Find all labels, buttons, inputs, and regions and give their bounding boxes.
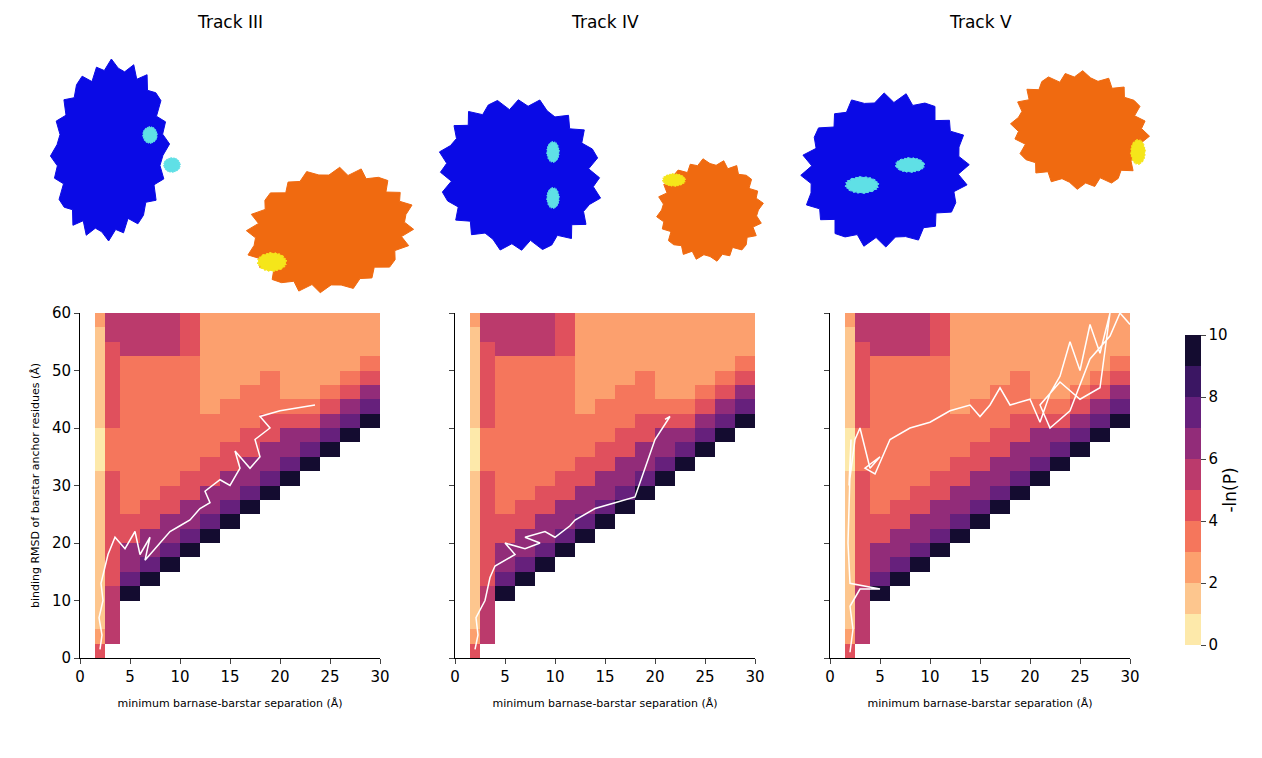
svg-text:5: 5 <box>125 668 135 686</box>
svg-text:50: 50 <box>52 362 71 380</box>
svg-text:10: 10 <box>545 668 564 686</box>
svg-text:4: 4 <box>1209 512 1219 530</box>
svg-text:5: 5 <box>875 668 885 686</box>
svg-text:10: 10 <box>1209 326 1228 344</box>
svg-text:20: 20 <box>270 668 289 686</box>
svg-text:0: 0 <box>825 668 835 686</box>
svg-text:30: 30 <box>370 668 389 686</box>
svg-text:5: 5 <box>500 668 510 686</box>
svg-text:Track III: Track III <box>197 12 263 32</box>
svg-text:60: 60 <box>52 304 71 322</box>
svg-text:10: 10 <box>52 592 71 610</box>
svg-text:15: 15 <box>220 668 239 686</box>
svg-text:2: 2 <box>1209 574 1219 592</box>
svg-text:25: 25 <box>1070 668 1089 686</box>
svg-text:binding RMSD of barstar anchor: binding RMSD of barstar anchor residues … <box>29 363 42 608</box>
svg-text:20: 20 <box>1020 668 1039 686</box>
svg-text:0: 0 <box>450 668 460 686</box>
svg-text:20: 20 <box>52 534 71 552</box>
svg-text:minimum barnase-barstar separa: minimum barnase-barstar separation (Å) <box>492 697 717 710</box>
svg-text:0: 0 <box>61 649 71 667</box>
svg-text:Track V: Track V <box>949 12 1012 32</box>
svg-text:0: 0 <box>75 668 85 686</box>
svg-text:30: 30 <box>745 668 764 686</box>
svg-text:20: 20 <box>645 668 664 686</box>
svg-text:30: 30 <box>52 477 71 495</box>
svg-text:minimum barnase-barstar separa: minimum barnase-barstar separation (Å) <box>867 697 1092 710</box>
svg-text:40: 40 <box>52 419 71 437</box>
svg-text:15: 15 <box>970 668 989 686</box>
svg-text:10: 10 <box>920 668 939 686</box>
svg-text:25: 25 <box>695 668 714 686</box>
svg-text:15: 15 <box>595 668 614 686</box>
svg-text:10: 10 <box>170 668 189 686</box>
svg-text:-ln(P): -ln(P) <box>1220 467 1240 512</box>
svg-text:Track IV: Track IV <box>571 12 639 32</box>
svg-text:8: 8 <box>1209 388 1219 406</box>
svg-text:25: 25 <box>320 668 339 686</box>
svg-text:minimum barnase-barstar separa: minimum barnase-barstar separation (Å) <box>117 697 342 710</box>
svg-text:30: 30 <box>1120 668 1139 686</box>
svg-text:0: 0 <box>1209 636 1219 654</box>
svg-text:6: 6 <box>1209 450 1219 468</box>
